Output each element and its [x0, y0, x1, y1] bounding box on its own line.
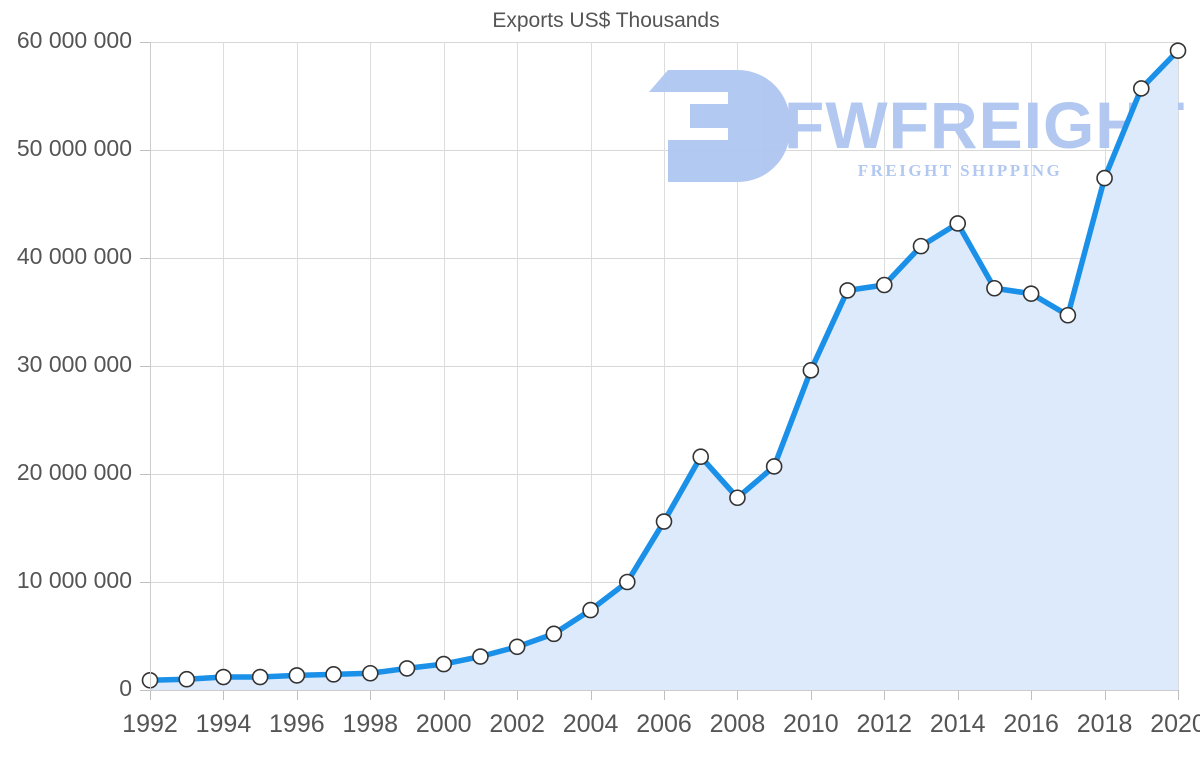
x-axis-tick-label: 1992 — [122, 710, 178, 738]
data-point-marker[interactable] — [1059, 306, 1077, 324]
x-tick-marks — [150, 690, 1179, 700]
fwfreight-logo-mark-icon — [649, 70, 790, 182]
data-point-marker[interactable] — [545, 625, 563, 643]
x-axis-tick-label: 2004 — [563, 710, 619, 738]
data-point-marker[interactable] — [178, 670, 196, 688]
y-axis-tick-label: 60 000 000 — [17, 27, 132, 53]
watermark-tagline: FREIGHT SHIPPING — [858, 161, 1063, 180]
data-point-marker[interactable] — [839, 282, 856, 299]
data-point-marker[interactable] — [508, 638, 526, 656]
x-axis-tick-label: 2020 — [1150, 710, 1200, 738]
y-axis-tick-label: 10 000 000 — [17, 567, 132, 593]
area-fill — [150, 50, 1178, 690]
data-point-marker[interactable] — [765, 458, 783, 475]
data-point-marker[interactable] — [729, 489, 746, 507]
chart-title: Exports US$ Thousands — [492, 9, 719, 32]
data-point-marker[interactable] — [1169, 42, 1187, 59]
data-point-marker[interactable] — [875, 276, 893, 294]
data-point-marker[interactable] — [802, 362, 820, 379]
y-axis-tick-label: 0 — [119, 675, 132, 701]
data-point-marker[interactable] — [215, 668, 232, 686]
x-axis-tick-label: 2014 — [930, 710, 986, 738]
data-point-marker[interactable] — [912, 237, 930, 255]
y-axis-tick-label: 50 000 000 — [17, 135, 132, 161]
x-axis-tick-label: 2000 — [416, 710, 472, 738]
data-point-marker[interactable] — [692, 448, 710, 466]
data-point-marker[interactable] — [986, 279, 1003, 297]
data-point-marker[interactable] — [288, 667, 306, 684]
x-axis-tick-label: 2010 — [783, 710, 839, 738]
x-axis-tick-label: 2018 — [1077, 710, 1133, 738]
data-point-marker[interactable] — [618, 573, 636, 591]
data-point-marker[interactable] — [435, 655, 453, 673]
y-tick-marks — [140, 42, 150, 691]
data-point-marker[interactable] — [251, 668, 269, 686]
data-point-markers — [141, 42, 1187, 689]
data-point-marker[interactable] — [582, 601, 599, 619]
x-axis-tick-label: 2002 — [489, 710, 545, 738]
x-axis-tick-label: 1994 — [196, 710, 252, 738]
data-point-marker[interactable] — [398, 660, 416, 677]
data-point-marker[interactable] — [325, 666, 342, 683]
y-axis-tick-labels: 60 000 000 50 000 000 40 000 000 30 000 000… — [17, 27, 132, 701]
x-axis-tick-label: 2006 — [636, 710, 692, 738]
data-point-marker[interactable] — [655, 513, 673, 530]
data-point-marker[interactable] — [1132, 80, 1150, 97]
data-point-marker[interactable] — [472, 648, 489, 665]
x-axis-tick-labels: 1992 1994 1996 1998 2000 2002 2004 2006 2008 2010… — [122, 710, 1200, 738]
data-point-marker[interactable] — [949, 215, 967, 232]
data-point-marker[interactable] — [1022, 285, 1040, 302]
x-axis-tick-label: 1996 — [269, 710, 325, 738]
x-axis-tick-label: 2012 — [856, 710, 912, 738]
x-axis-tick-label: 2008 — [710, 710, 766, 738]
x-axis-tick-label: 2016 — [1003, 710, 1059, 738]
data-point-marker[interactable] — [361, 664, 379, 682]
data-point-marker[interactable] — [1096, 169, 1113, 187]
y-axis-tick-label: 30 000 000 — [17, 351, 132, 377]
y-axis-tick-label: 40 000 000 — [17, 243, 132, 269]
x-axis-tick-label: 1998 — [342, 710, 398, 738]
y-axis-tick-label: 20 000 000 — [17, 459, 132, 485]
